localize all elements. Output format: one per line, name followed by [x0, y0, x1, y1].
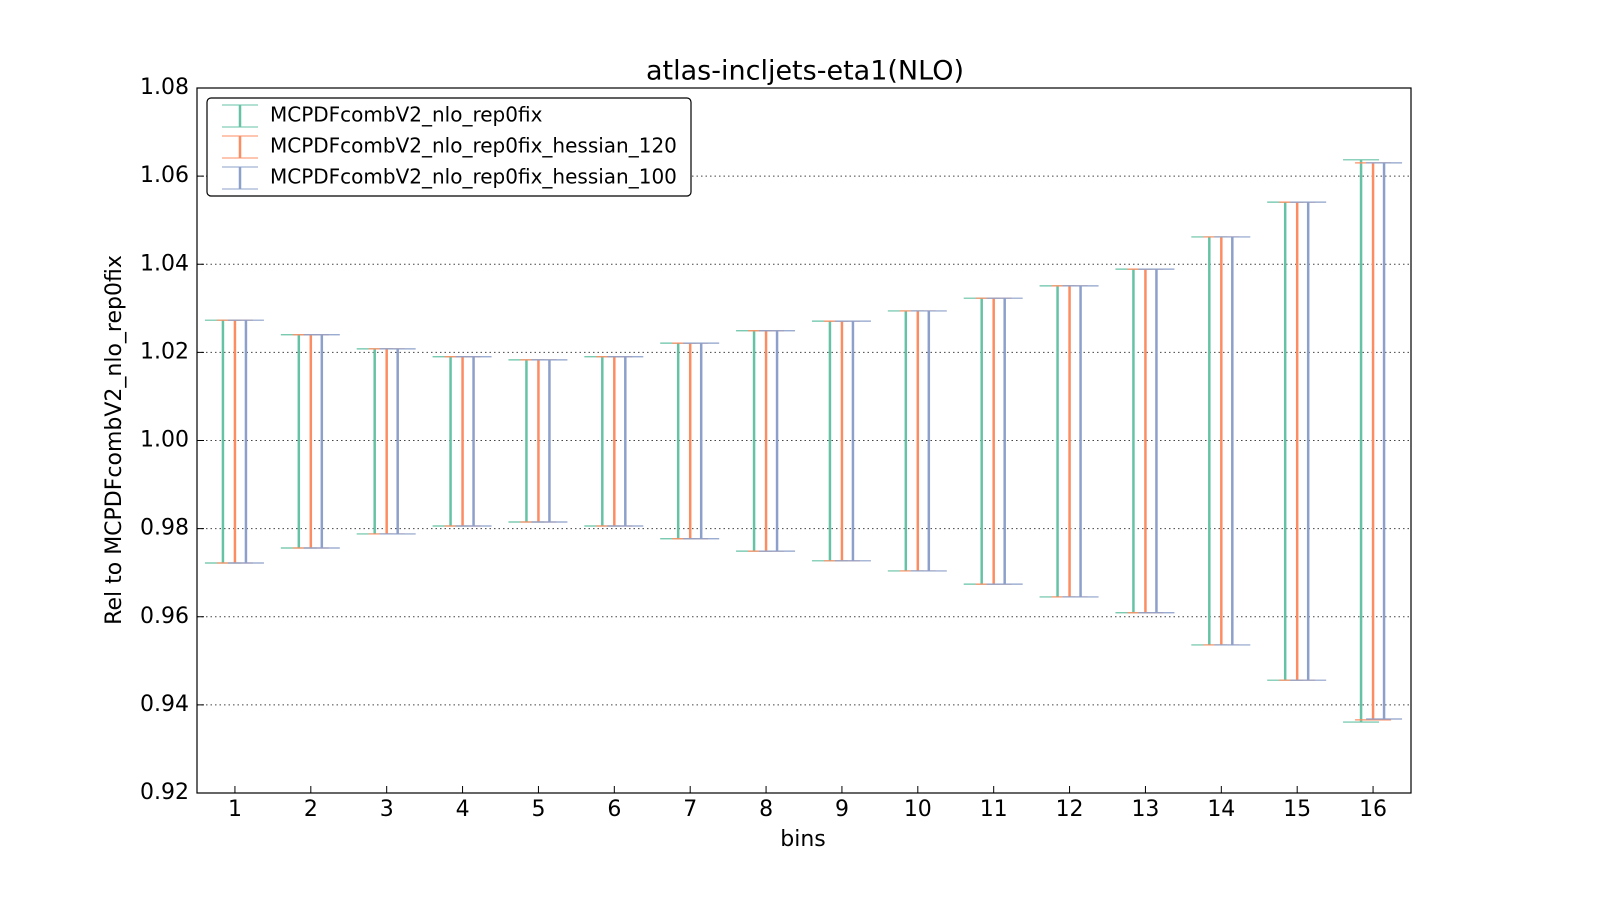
x-tick-label: 1 [228, 797, 242, 822]
x-tick-label: 7 [683, 797, 697, 822]
x-tick-label: 9 [835, 797, 849, 822]
x-tick-label: 14 [1207, 797, 1235, 822]
y-tick-label: 1.00 [140, 428, 189, 453]
y-tick-label: 0.94 [140, 692, 189, 717]
x-tick-label: 3 [380, 797, 394, 822]
x-tick-label: 13 [1131, 797, 1159, 822]
legend-label: MCPDFcombV2_nlo_rep0fix_hessian_100 [270, 165, 677, 189]
x-tick-label: 16 [1359, 797, 1387, 822]
legend-box [206, 97, 692, 197]
y-tick-label: 1.06 [140, 163, 189, 188]
chart-title: atlas-incljets-eta1(NLO) [646, 56, 964, 87]
x-tick-label: 12 [1056, 797, 1084, 822]
x-tick-label: 5 [531, 797, 545, 822]
y-tick-label: 1.04 [140, 251, 189, 276]
plot-frame [196, 87, 1412, 794]
y-axis-label: Rel to MCPDFcombV2_nlo_rep0fix [102, 255, 127, 625]
x-tick-label: 10 [904, 797, 932, 822]
x-axis-label: bins [780, 827, 825, 852]
legend-label: MCPDFcombV2_nlo_rep0fix [270, 103, 543, 127]
y-tick-label: 0.96 [140, 604, 189, 629]
x-tick-label: 2 [304, 797, 318, 822]
x-tick-label: 11 [980, 797, 1008, 822]
y-tick-label: 1.02 [140, 339, 189, 364]
y-tick-label: 0.98 [140, 516, 189, 541]
x-tick-label: 8 [759, 797, 773, 822]
y-tick-label: 1.08 [140, 75, 189, 100]
x-tick-label: 15 [1283, 797, 1311, 822]
x-tick-label: 6 [607, 797, 621, 822]
y-tick-label: 0.92 [140, 780, 189, 805]
legend-label: MCPDFcombV2_nlo_rep0fix_hessian_120 [270, 134, 677, 158]
x-tick-label: 4 [456, 797, 470, 822]
